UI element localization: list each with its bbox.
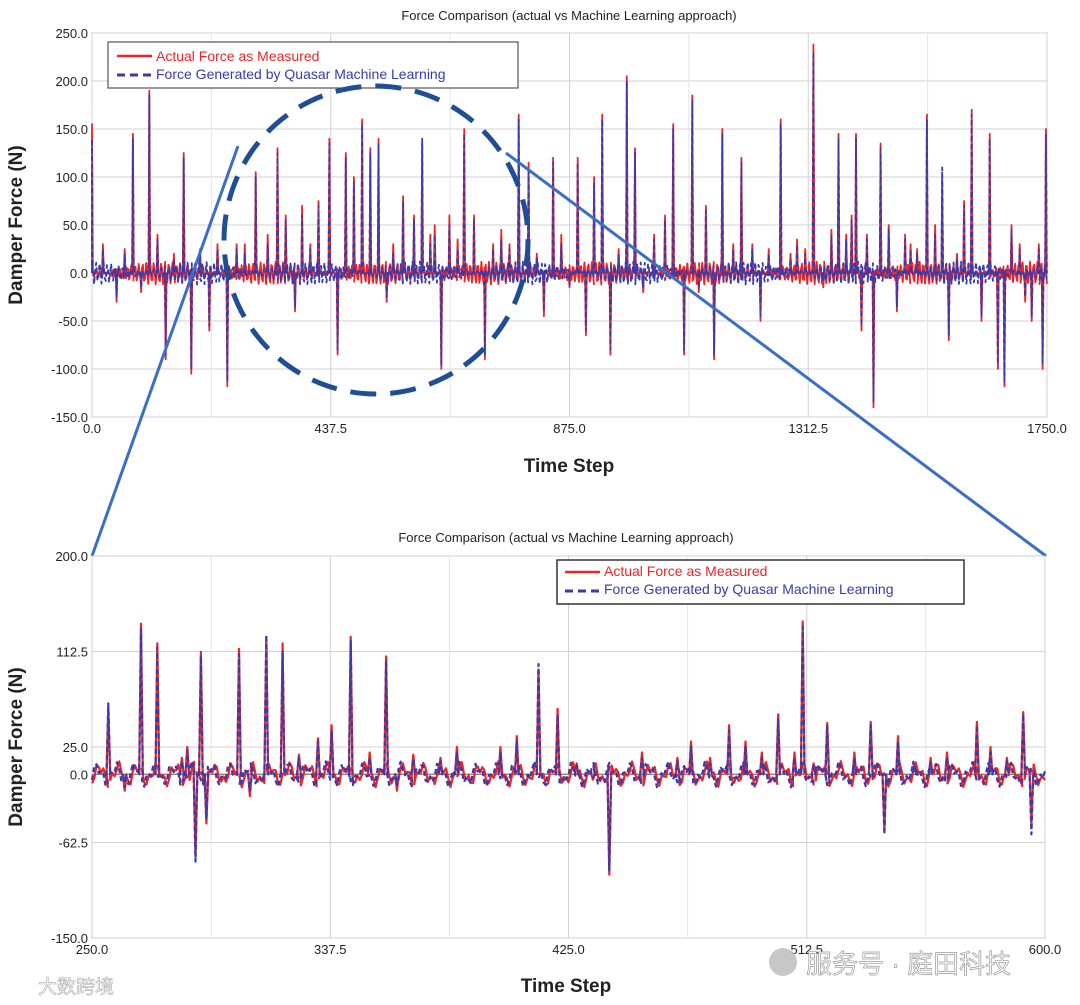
zoom-connector-right: [505, 151, 1047, 558]
top-chart: Force Comparison (actual vs Machine Lear…: [6, 8, 1067, 477]
x-tick-label: 437.5: [314, 421, 347, 436]
bottom-chart-legend: Actual Force as Measured Force Generated…: [556, 559, 965, 605]
top-chart-xlabel: Time Step: [524, 456, 614, 477]
x-tick-label: 600.0: [1029, 942, 1062, 957]
y-tick-label: 0.0: [70, 266, 88, 281]
watermark-right: 服务号 · 庭田科技: [769, 948, 1011, 979]
top-chart-x-ticks: 0.0 437.5 875.0 1312.5 1750.0: [83, 421, 1067, 436]
zoom-annotation: [90, 83, 1047, 558]
bottom-chart: Force Comparison (actual vs Machine Lear…: [6, 530, 1061, 997]
y-tick-label: 25.0: [63, 740, 88, 755]
bottom-chart-title: Force Comparison (actual vs Machine Lear…: [398, 530, 733, 545]
legend-ml-label: Force Generated by Quasar Machine Learni…: [604, 581, 894, 597]
x-tick-label: 1312.5: [788, 421, 828, 436]
bottom-chart-series-ml: [90, 625, 1047, 872]
watermark-left: 大数跨境: [7, 976, 114, 998]
x-tick-label: 512.5: [790, 942, 823, 957]
y-tick-label: 112.5: [56, 645, 88, 660]
y-tick-label: 50.0: [63, 218, 88, 233]
top-chart-y-ticks: 250.0 200.0 150.0 100.0 50.0 0.0 -50.0 -100.0 -1…: [51, 26, 88, 425]
series-line-ml: [91, 51, 1048, 404]
legend-actual-label: Actual Force as Measured: [604, 563, 767, 579]
y-tick-label: -150.0: [51, 410, 88, 425]
y-tick-label: 150.0: [55, 122, 88, 137]
series-line-ml: [90, 625, 1047, 872]
x-tick-label: 0.0: [83, 421, 101, 436]
x-tick-label: 425.0: [552, 942, 585, 957]
legend-ml-label: Force Generated by Quasar Machine Learni…: [156, 66, 446, 82]
y-tick-label: 250.0: [55, 26, 88, 41]
top-chart-legend: Actual Force as Measured Force Generated…: [107, 41, 519, 89]
top-chart-series-ml: [91, 51, 1048, 404]
y-tick-label: 0.0: [70, 767, 88, 782]
bottom-chart-y-ticks: 200.0 112.5 25.0 0.0 -62.5 -150.0: [51, 549, 88, 946]
top-chart-title: Force Comparison (actual vs Machine Lear…: [401, 8, 736, 23]
top-chart-ylabel: Damper Force (N): [6, 145, 27, 304]
y-tick-label: -50.0: [58, 314, 88, 329]
y-tick-label: -150.0: [51, 931, 88, 946]
watermark-left-text: 大数跨境: [38, 976, 114, 998]
x-tick-label: 1750.0: [1027, 421, 1067, 436]
legend-actual-label: Actual Force as Measured: [156, 48, 319, 64]
y-tick-label: -100.0: [51, 362, 88, 377]
bottom-chart-x-ticks: 250.0 337.5 425.0 512.5 600.0: [76, 942, 1062, 957]
x-tick-label: 250.0: [76, 942, 109, 957]
zoom-region-ellipse: [221, 83, 531, 397]
wechat-icon: [769, 948, 797, 976]
zoom-connector-left: [90, 145, 240, 557]
y-tick-label: 100.0: [55, 170, 88, 185]
y-tick-label: 200.0: [55, 74, 88, 89]
watermark-right-text: 服务号 · 庭田科技: [806, 949, 1011, 979]
bottom-chart-xlabel: Time Step: [521, 976, 611, 997]
y-tick-label: -62.5: [58, 836, 88, 851]
x-tick-label: 875.0: [553, 421, 586, 436]
x-tick-label: 337.5: [314, 942, 347, 957]
y-tick-label: 200.0: [55, 549, 88, 564]
bottom-chart-ylabel: Damper Force (N): [6, 667, 27, 826]
